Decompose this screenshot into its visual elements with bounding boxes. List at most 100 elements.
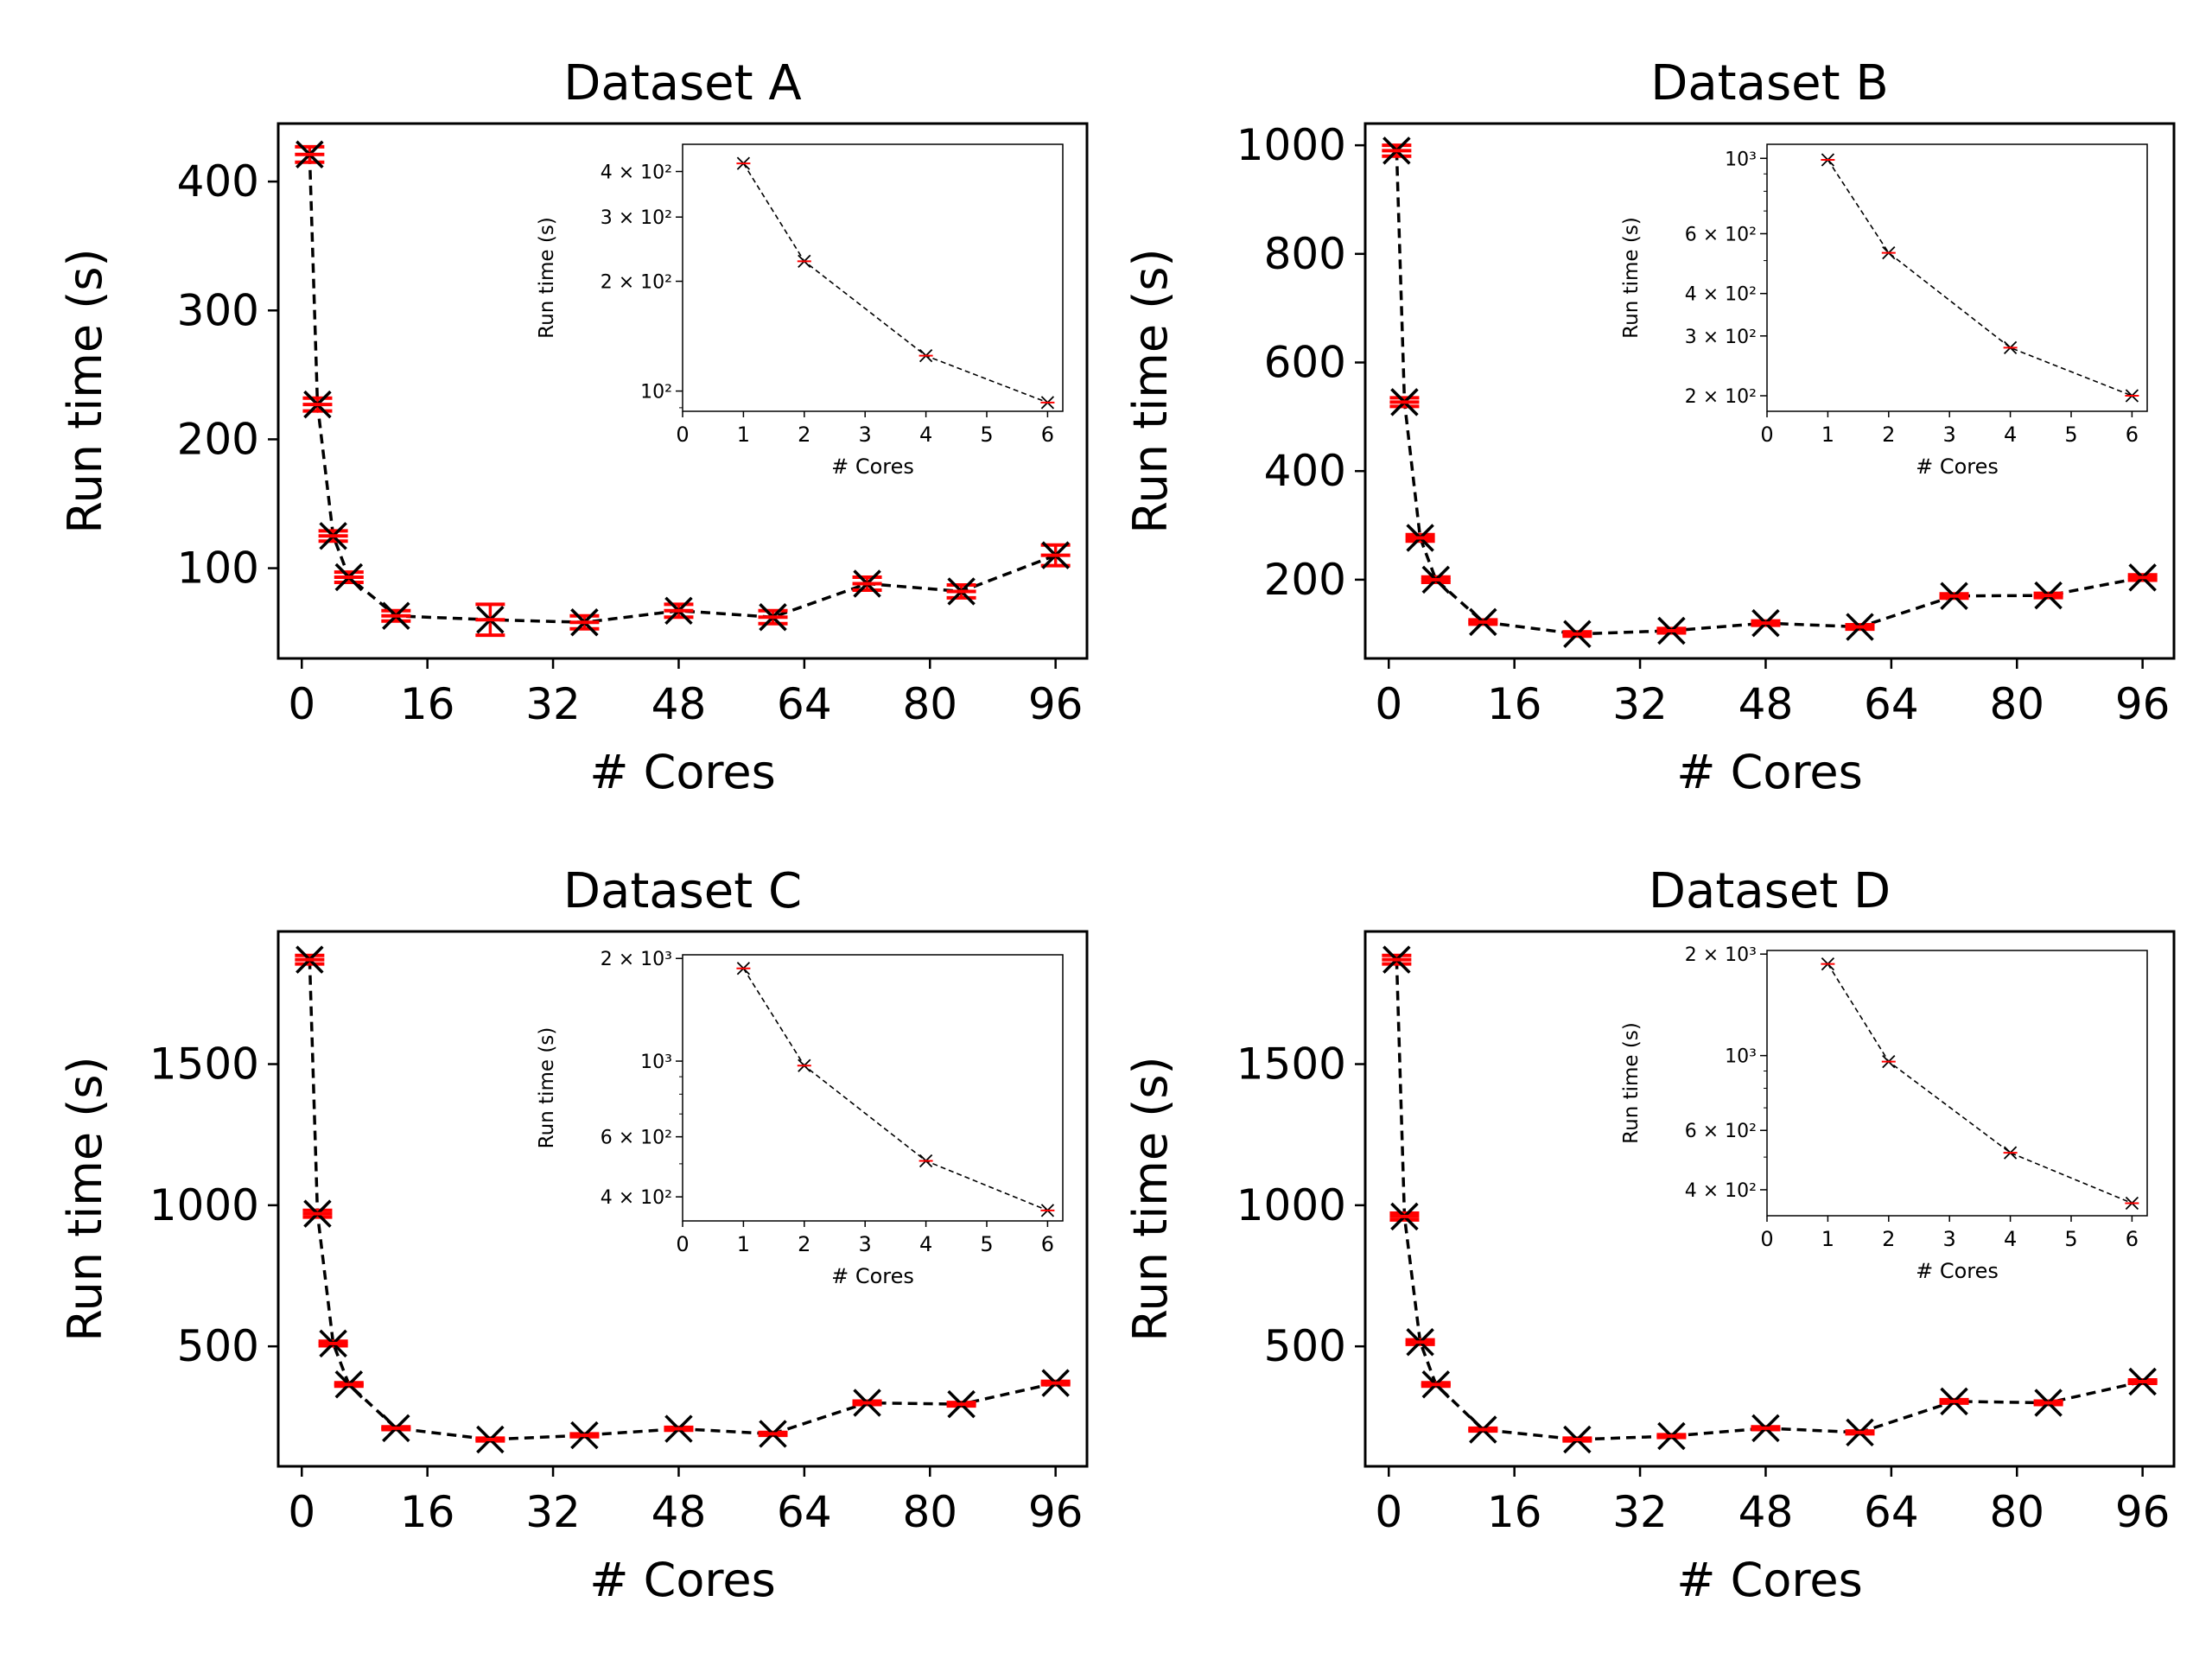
x-tick-label: 80 — [902, 1487, 957, 1537]
data-point — [946, 577, 976, 606]
data-point — [1382, 137, 1412, 165]
data-point — [1389, 388, 1420, 416]
plot-frame — [276, 122, 1089, 660]
data-point — [2033, 581, 2063, 610]
inset-x-tick-label: 5 — [980, 1232, 993, 1256]
inset: 0 1 2 3 4 5 6 10² 2 × 10² 3 × 10² 4 × 10² # Cores Ru… — [536, 143, 1064, 479]
chart-title: Dataset A — [563, 55, 801, 111]
inset-x-tick-label: 4 — [2004, 423, 2017, 447]
y-tick-label: 200 — [1264, 555, 1346, 605]
inset-x-axis-label: # Cores — [1916, 454, 1999, 479]
inset-y-axis-label: Run time (s) — [1620, 217, 1643, 339]
inset-x-tick-label: 1 — [1821, 1227, 1834, 1251]
inset-y-tick-label: 6 × 10² — [1685, 1121, 1757, 1142]
x-tick-label: 0 — [288, 1487, 315, 1537]
inset-y-axis-label: Run time (s) — [1620, 1022, 1643, 1144]
inset-x-tick-label: 0 — [1760, 423, 1773, 447]
data-point — [1421, 565, 1451, 594]
inset-data-point — [1040, 396, 1055, 410]
y-tick-label: 400 — [177, 156, 259, 207]
x-tick-label: 32 — [1612, 1487, 1668, 1537]
inset-frame — [1766, 143, 2148, 412]
x-tick-label: 0 — [288, 679, 315, 729]
inset-x-tick-label: 2 — [1882, 1227, 1895, 1251]
inset-y-tick-label: 3 × 10² — [601, 207, 672, 229]
inset-y-axis-label: Run time (s) — [536, 1027, 558, 1149]
data-point — [1939, 1387, 1969, 1416]
y-tick-label: 200 — [177, 414, 259, 464]
x-tick-label: 96 — [2115, 679, 2171, 729]
inset-y-tick-label: 4 × 10² — [601, 162, 672, 183]
inset-y-tick-label: 10² — [640, 382, 672, 404]
inset-y-axis-label: Run time (s) — [536, 217, 558, 339]
x-tick-label: 16 — [400, 679, 455, 729]
inset-x-tick-label: 3 — [1943, 423, 1956, 447]
inset-y-tick-label: 10³ — [640, 1052, 672, 1073]
inset-y-tick-label: 10³ — [1725, 1046, 1757, 1068]
x-tick-label: 80 — [902, 679, 957, 729]
x-tick-label: 16 — [400, 1487, 455, 1537]
x-axis-label: # Cores — [589, 1553, 776, 1607]
inset-x-axis-label: # Cores — [831, 1264, 914, 1288]
inset-y-tick-label: 2 × 10² — [1685, 386, 1757, 408]
series-line — [1395, 959, 2144, 1441]
data-point — [758, 603, 788, 632]
y-tick-label: 1500 — [149, 1039, 259, 1090]
x-tick-label: 64 — [1864, 679, 1919, 729]
y-tick-label: 1000 — [1236, 120, 1346, 170]
inset-y-tick-label: 2 × 10² — [601, 272, 672, 294]
data-point — [2127, 563, 2158, 592]
series-line — [1395, 150, 2143, 636]
data-point — [1421, 1370, 1451, 1399]
data-point — [475, 602, 505, 638]
inset-data-point — [2003, 1146, 2018, 1160]
data-point — [1382, 945, 1412, 974]
inset-x-tick-label: 2 — [798, 1232, 810, 1256]
y-tick-label: 800 — [1264, 229, 1346, 279]
inset-data-point — [2125, 1196, 2139, 1211]
inset-data-point — [1881, 1054, 1896, 1069]
x-tick-label: 16 — [1487, 1487, 1542, 1537]
data-point — [1845, 613, 1875, 641]
data-point — [318, 1329, 348, 1358]
inset-x-tick-label: 4 — [919, 423, 932, 447]
inset-x-tick-label: 0 — [676, 1232, 689, 1256]
data-point — [1562, 1425, 1592, 1454]
inset-x-tick-label: 2 — [798, 423, 810, 447]
inset-series-line — [742, 162, 1048, 404]
inset-data-point — [1881, 245, 1896, 260]
x-tick-label: 48 — [652, 679, 707, 729]
data-point — [1656, 1421, 1687, 1451]
inset-data-point — [797, 1058, 811, 1072]
inset-x-tick-label: 6 — [2126, 1227, 2139, 1251]
data-point — [1656, 616, 1687, 645]
plot-frame — [276, 930, 1089, 1468]
y-tick-label: 500 — [177, 1321, 259, 1371]
inset-series-line — [742, 968, 1048, 1211]
y-tick-label: 300 — [177, 285, 259, 335]
inset: 0 1 2 3 4 5 6 2 × 10² 3 × 10² 4 × 10² 6 × 10² 10³ # … — [1620, 143, 2148, 479]
data-point — [302, 390, 333, 419]
x-tick-label: 64 — [777, 679, 832, 729]
inset: 0 1 2 3 4 5 6 4 × 10² 6 × 10² 10³ 2 × 10³ # Cores Ru… — [1620, 944, 2148, 1283]
inset-series-line — [1827, 159, 2133, 397]
plot-frame — [1363, 930, 2176, 1468]
data-point — [758, 1420, 788, 1448]
x-tick-label: 48 — [1738, 1487, 1794, 1537]
y-tick-label: 1000 — [1236, 1180, 1346, 1230]
y-axis-label: Run time (s) — [1123, 248, 1178, 533]
inset-data-point — [1821, 153, 1835, 167]
inset-x-tick-label: 1 — [1821, 423, 1834, 447]
inset-x-tick-label: 3 — [1943, 1227, 1956, 1251]
data-point — [2033, 1389, 2063, 1417]
inset-x-tick-label: 1 — [737, 423, 750, 447]
data-point — [1562, 620, 1592, 648]
data-point — [852, 1389, 882, 1417]
x-tick-label: 32 — [525, 679, 581, 729]
inset-x-axis-label: # Cores — [1916, 1259, 1999, 1283]
data-point — [295, 140, 325, 169]
data-point — [569, 1421, 600, 1450]
data-point — [295, 945, 325, 974]
